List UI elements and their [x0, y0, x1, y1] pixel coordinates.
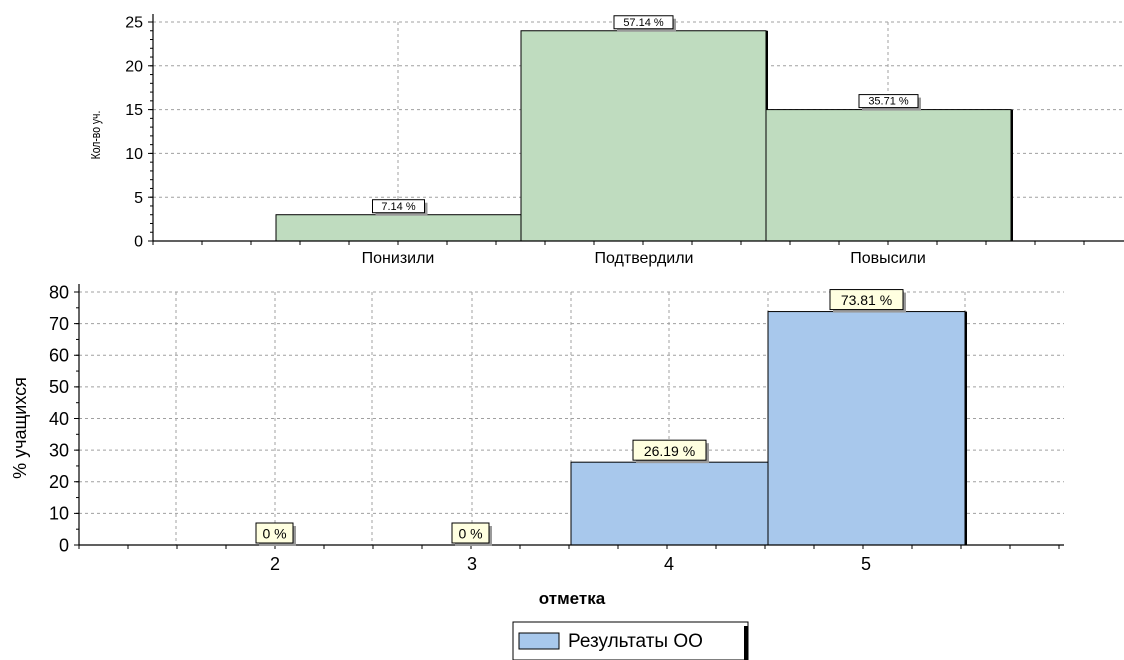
data-label-box — [858, 94, 919, 109]
data-label: 57.14 % — [623, 17, 664, 29]
x-tick-label: 4 — [664, 554, 674, 574]
bar — [765, 109, 1012, 242]
bottom-chart-x-axis-label: отметка — [539, 589, 606, 608]
bottom-chart-data-labels: 0 % 0 % 26.19 % 73.81 % — [255, 289, 906, 546]
y-tick-label: 10 — [125, 146, 143, 163]
bar — [767, 311, 966, 546]
x-tick-label: 2 — [270, 554, 280, 574]
y-tick-label: 20 — [125, 58, 143, 75]
x-tick-label: Понизили — [362, 250, 435, 267]
y-tick-label: 0 — [59, 535, 69, 555]
bar — [570, 461, 769, 546]
bottom-chart-axes — [78, 284, 1064, 549]
y-tick-label: 60 — [49, 346, 69, 366]
y-tick-label: 25 — [125, 15, 143, 32]
y-tick-label: 15 — [125, 102, 143, 119]
data-label: 0 % — [262, 526, 286, 542]
y-tick-label: 30 — [49, 440, 69, 460]
top-chart-bars — [275, 30, 1013, 242]
top-chart-y-axis-label: Кол-во уч. — [89, 111, 103, 160]
y-tick-label: 80 — [49, 282, 69, 302]
legend-label: Результаты ОО — [568, 631, 703, 652]
legend-box-shadow — [744, 626, 748, 660]
data-label-box — [613, 15, 674, 30]
y-tick-label: 70 — [49, 314, 69, 334]
y-tick-label: 40 — [49, 409, 69, 429]
legend-swatch — [518, 632, 560, 650]
y-tick-label: 5 — [134, 190, 143, 207]
data-label-box — [632, 439, 707, 461]
x-tick-label: Подтвердили — [594, 250, 693, 267]
data-label-box — [829, 289, 904, 311]
bar — [520, 30, 767, 242]
top-chart-y-ticks: 0 5 10 15 20 25 — [125, 15, 153, 251]
y-tick-label: 50 — [49, 377, 69, 397]
bar — [275, 214, 522, 242]
top-chart: 0 5 10 15 20 25 Понизили Подтвердили Повысили 7… — [89, 14, 1124, 267]
top-chart-data-labels: 7.14 % 57.14 % 35.71 % — [372, 15, 921, 216]
data-label: 26.19 % — [644, 443, 695, 459]
x-tick-label: 3 — [467, 554, 477, 574]
top-chart-x-ticks: Понизили Подтвердили Повысили — [362, 250, 926, 267]
bottom-chart-y-axis-label: % учащихся — [10, 377, 30, 479]
legend: Результаты ОО — [512, 621, 749, 660]
data-label-box — [255, 522, 294, 544]
data-label: 0 % — [458, 526, 482, 542]
y-tick-label: 0 — [134, 234, 143, 251]
bottom-chart: 0 10 20 30 40 50 60 70 80 2 3 4 5 0 % 0 % 26.19 % 73.8… — [10, 282, 1064, 608]
data-label: 7.14 % — [381, 201, 415, 213]
bottom-chart-x-ticks: 2 3 4 5 — [270, 554, 871, 574]
bottom-chart-y-ticks: 0 10 20 30 40 50 60 70 80 — [49, 282, 79, 555]
x-tick-label: 5 — [861, 554, 871, 574]
y-tick-label: 10 — [49, 504, 69, 524]
y-tick-label: 20 — [49, 472, 69, 492]
bottom-chart-bars — [570, 311, 967, 546]
data-label: 73.81 % — [841, 292, 892, 308]
data-label-box — [451, 522, 490, 544]
data-label: 35.71 % — [868, 96, 909, 108]
data-label-box — [372, 199, 425, 214]
x-tick-label: Повысили — [850, 250, 926, 267]
